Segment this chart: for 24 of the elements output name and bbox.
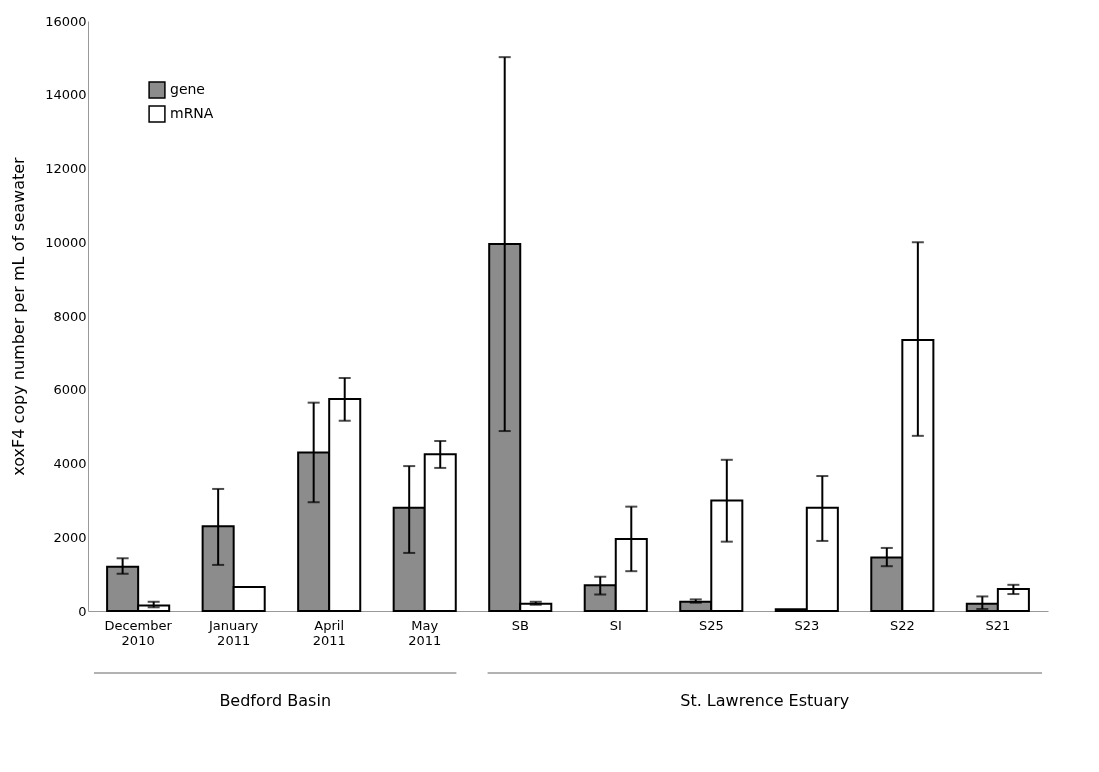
y-tick-label: 12000 — [45, 161, 87, 176]
x-tick-label: S22 — [889, 617, 915, 633]
y-tick-label: 14000 — [45, 87, 87, 103]
y-tick-label: 6000 — [53, 382, 87, 398]
y-tick-label: 8000 — [53, 308, 87, 324]
x-tick-label: SI — [609, 617, 622, 633]
x-tick-label: April 2011 — [312, 617, 346, 648]
y-tick-label: 0 — [78, 603, 87, 619]
y-tick-label: 10000 — [45, 234, 87, 250]
legend-label: gene — [170, 81, 205, 97]
x-tick-label: May 2011 — [408, 617, 442, 648]
x-tick-label: SB — [511, 617, 529, 633]
x-tick-label: S23 — [794, 617, 820, 633]
x-tick-label: S21 — [985, 617, 1011, 633]
y-axis-title: xoxF4 copy number per mL of seawater — [9, 156, 29, 476]
text: St. Lawrence Estuary — [680, 691, 850, 710]
x-tick-label: December 2010 — [104, 617, 173, 648]
text: Bedford Basin — [219, 691, 332, 710]
y-tick-label: 2000 — [53, 529, 87, 545]
legend-label: mRNA — [170, 105, 214, 121]
y-tick-label: 16000 — [45, 13, 87, 29]
x-tick-label: S25 — [698, 617, 724, 633]
x-tick-label: January 2011 — [208, 617, 259, 648]
y-tick-label: 4000 — [53, 456, 87, 471]
